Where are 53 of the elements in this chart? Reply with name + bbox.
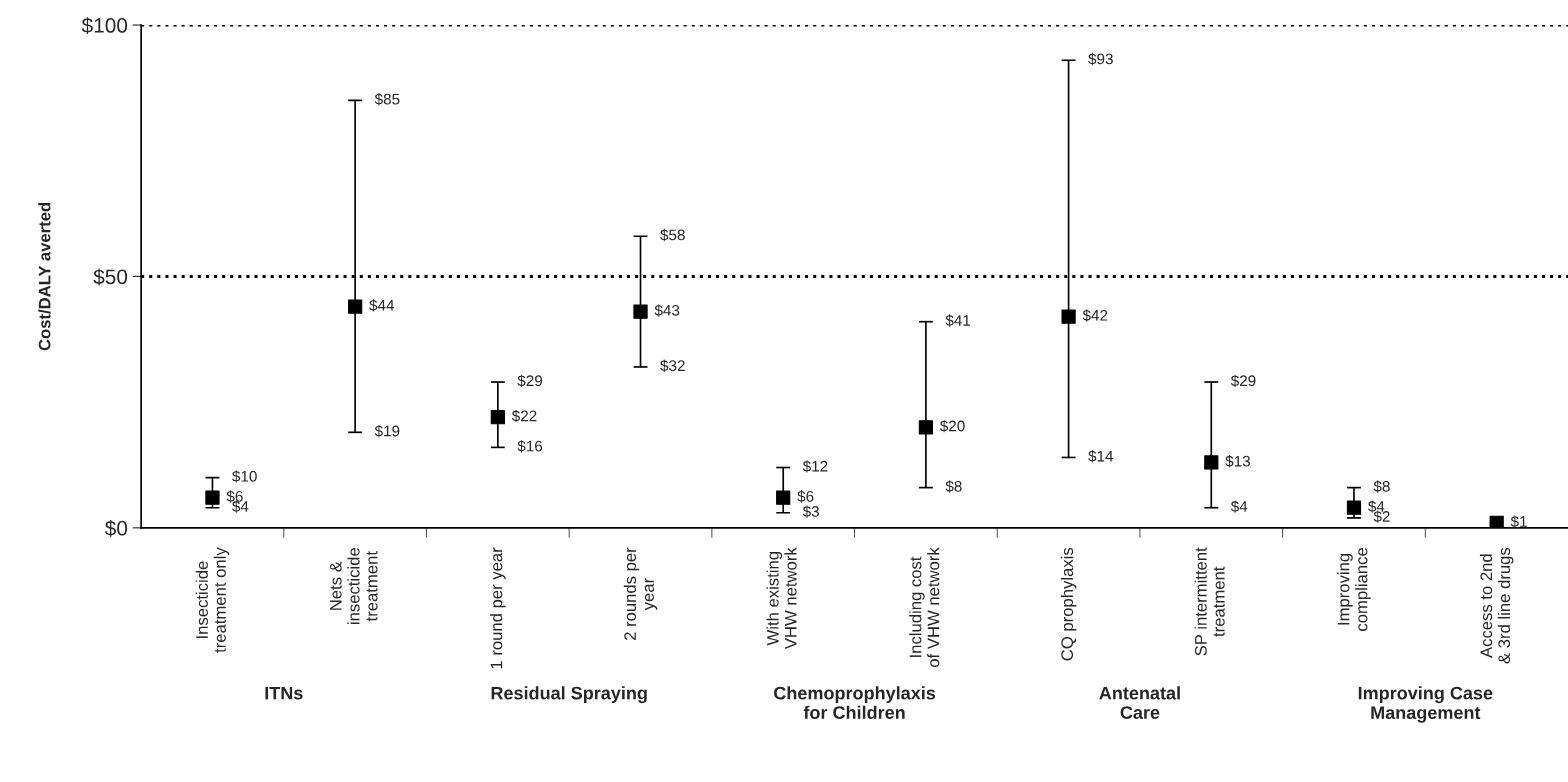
point	[205, 490, 220, 505]
annotation: $41	[945, 314, 971, 327]
y-tick-label: $50	[93, 268, 128, 286]
point	[1204, 455, 1219, 470]
x-tick-label: Including cost of VHW network	[909, 547, 940, 667]
point	[1061, 309, 1076, 324]
x-tick-label: 2 rounds per year	[623, 547, 658, 641]
annotation: $8	[945, 480, 962, 493]
annotation: $29	[517, 374, 543, 388]
data-label: $22	[511, 409, 537, 423]
data-label: $43	[654, 304, 680, 317]
annotation: $58	[660, 228, 685, 242]
point	[776, 490, 791, 505]
data-label: $6	[797, 490, 814, 503]
y-tick-label: $100	[81, 17, 128, 35]
annotation: $16	[517, 440, 543, 453]
x-tick-label: Nets & insecticide treatment	[329, 548, 378, 624]
x-tick-label: With existing VHW network	[766, 547, 797, 650]
point	[348, 299, 363, 314]
point	[490, 410, 505, 425]
data-label: $20	[939, 419, 965, 433]
x-tick-label: Improving compliance	[1337, 548, 1371, 631]
annotation: $3	[802, 505, 819, 518]
annotation: $10	[232, 470, 257, 483]
point	[1346, 500, 1362, 515]
y-tick-label: $0	[104, 519, 128, 537]
y-axis-title: Cost/DALY averted	[38, 202, 51, 351]
x-tick-label: CQ prophylaxis	[1060, 547, 1077, 661]
annotation: $4	[1230, 500, 1248, 513]
point	[633, 304, 648, 319]
point	[918, 420, 934, 435]
annotation: $12	[802, 460, 828, 473]
annotation: $19	[374, 424, 400, 438]
data-label: $1	[1510, 515, 1527, 528]
annotation: $8	[1373, 480, 1390, 493]
x-tick-label: Access to 2nd & 3rd line drugs	[1479, 547, 1514, 664]
annotation: $14	[1088, 450, 1114, 463]
data-label: $42	[1082, 309, 1108, 322]
annotation: $29	[1230, 374, 1256, 388]
annotation: $32	[660, 359, 685, 372]
text: Antenatal Care	[1099, 686, 1180, 719]
data-label: $44	[369, 299, 395, 312]
text: ITNs	[265, 686, 303, 700]
text: Improving Case Management	[1358, 686, 1493, 723]
annotation: $93	[1088, 52, 1113, 66]
x-tick-label: Insecticide treatment only	[195, 547, 230, 653]
text: Chemoprophylaxis for Children	[774, 686, 936, 719]
point	[1489, 515, 1504, 528]
text: Residual Spraying	[491, 686, 647, 704]
x-tick-label: 1 round per year	[490, 547, 506, 669]
x-tick-label: SP intermittent treatment	[1194, 547, 1225, 656]
data-label: $13	[1225, 455, 1250, 468]
annotation: $85	[374, 93, 400, 106]
